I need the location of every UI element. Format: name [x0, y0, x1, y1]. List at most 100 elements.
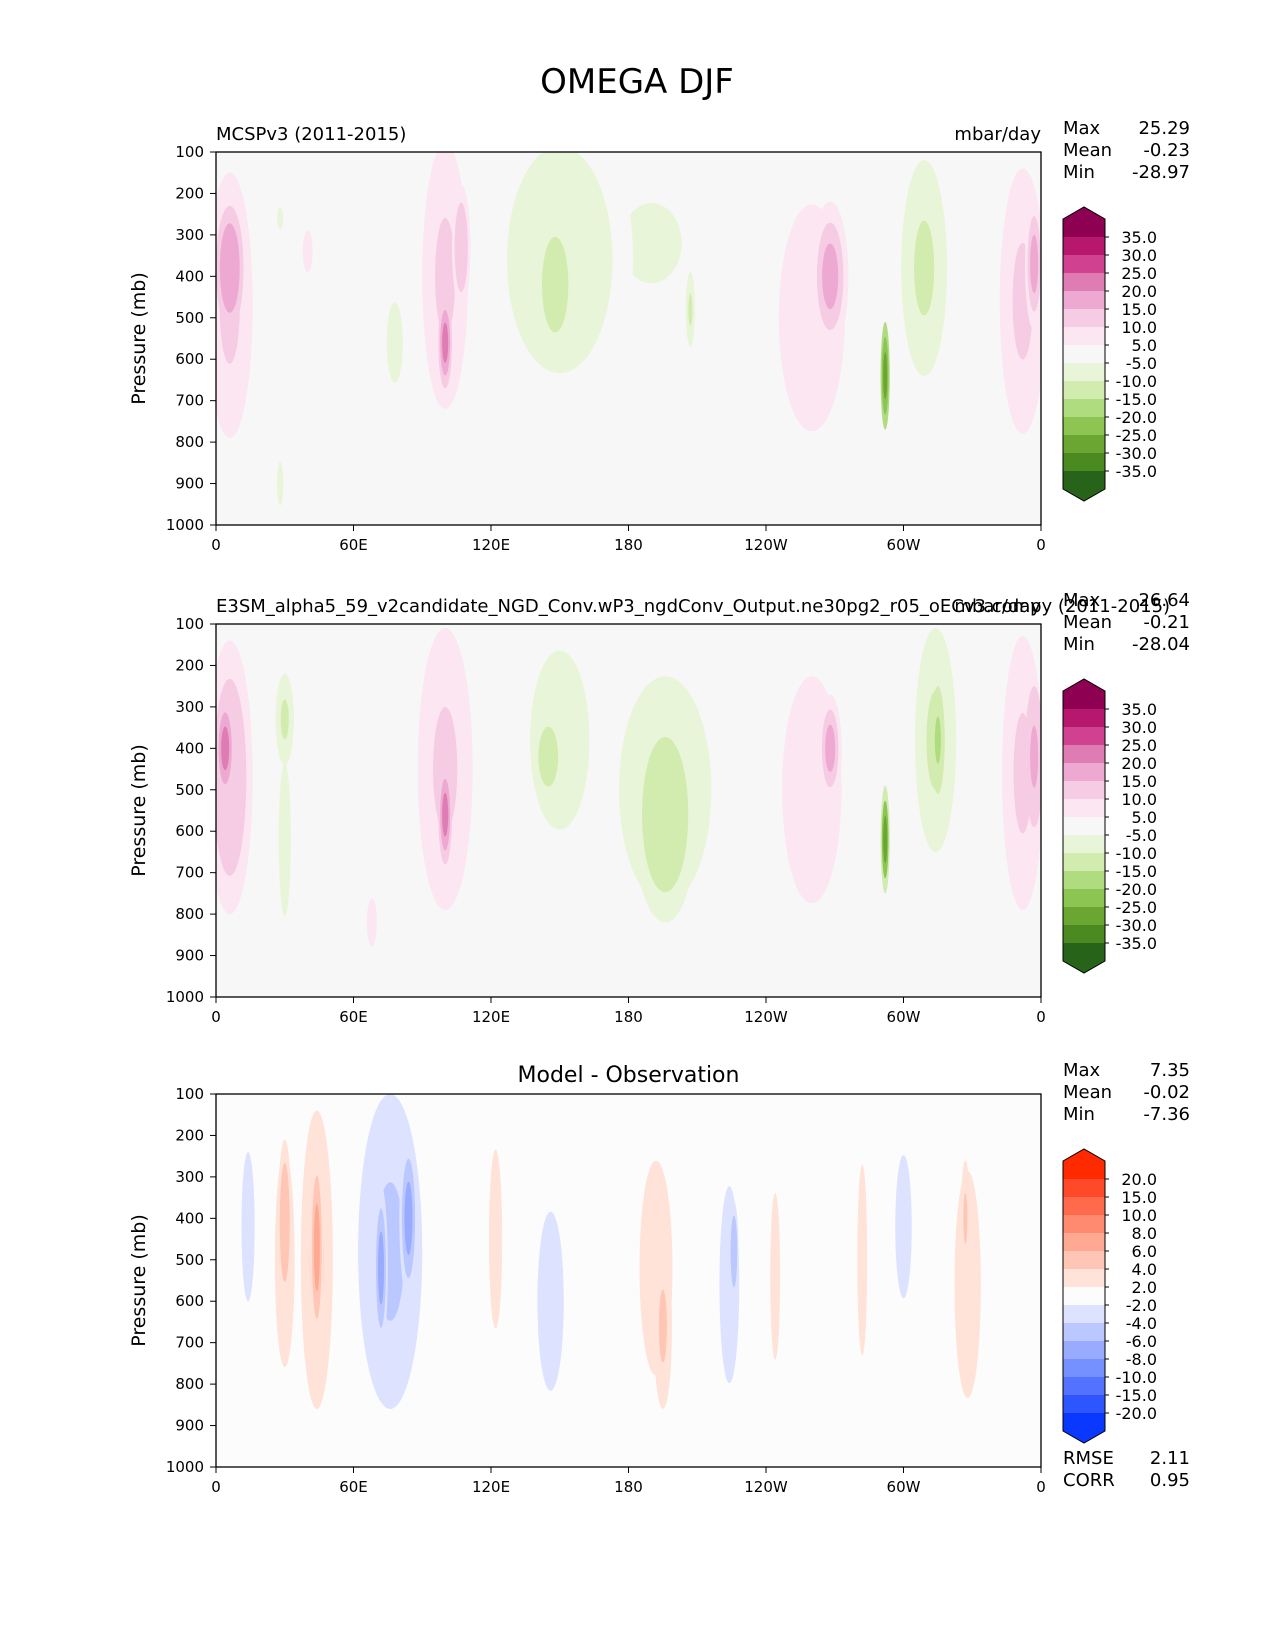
contour-blob: [658, 1289, 667, 1363]
colorbar-bin: [1063, 417, 1105, 436]
x-tick-label: 60E: [339, 1478, 368, 1496]
contour-blob: [281, 1186, 288, 1259]
colorbar-label: 35.0: [1121, 700, 1157, 719]
y-tick-label: 1000: [166, 516, 204, 534]
colorbar-extend-top: [1063, 1149, 1105, 1179]
colorbar-label: 4.0: [1132, 1260, 1157, 1279]
chart-panel-test: 100 200 300 400 500 600 700 800 900 1000 0 60E 120E 1…: [128, 118, 1190, 554]
colorbar-label: -10.0: [1116, 1368, 1157, 1387]
colorbar-outline: [1062, 678, 1106, 974]
stat-label: Max: [1063, 590, 1101, 611]
colorbar-bin: [1063, 363, 1105, 382]
colorbar-label: 15.0: [1121, 300, 1157, 319]
y-tick-label: 700: [175, 392, 204, 410]
colorbar-bin: [1063, 381, 1105, 400]
x-tick-label: 120E: [472, 1008, 510, 1026]
contour-blob: [934, 716, 941, 764]
stat-label: Mean: [1063, 1082, 1112, 1103]
contour-blob: [883, 815, 888, 864]
x-tick-label: 180: [614, 1478, 643, 1496]
colorbar-bin: [1063, 1395, 1105, 1414]
colorbar: 35.030.025.020.015.010.05.0-5.0-10.0-15.…: [1062, 678, 1157, 974]
colorbar-outline: [1062, 1148, 1106, 1444]
colorbar-label: 25.0: [1121, 736, 1157, 755]
contour-blob: [277, 461, 284, 506]
y-tick-label: 700: [175, 1334, 204, 1352]
contour-blob: [386, 302, 403, 383]
x-tick-label: 0: [211, 1478, 221, 1496]
colorbar-bin: [1063, 1269, 1105, 1288]
y-tick-label: 300: [175, 226, 204, 244]
stat-label: Mean: [1063, 140, 1112, 161]
colorbar-label: 35.0: [1121, 228, 1157, 247]
colorbar-label: 20.0: [1121, 754, 1157, 773]
contour-blob: [542, 738, 555, 775]
stats-block: Max 26.64 Mean -0.21 Min -28.04: [1063, 590, 1190, 655]
figure-title: OMEGA DJF: [540, 62, 734, 102]
colorbar-bin: [1063, 1287, 1105, 1306]
colorbar-label: 8.0: [1132, 1224, 1157, 1243]
colorbar-bin: [1063, 237, 1105, 256]
contour-blob: [772, 1225, 779, 1328]
colorbar-bin: [1063, 1359, 1105, 1378]
colorbar-outline: [1062, 206, 1106, 502]
contour-blob: [244, 1181, 253, 1273]
y-tick-label: 200: [175, 184, 204, 202]
x-tick-label: 60W: [887, 536, 921, 554]
stat-value: 26.64: [1138, 590, 1190, 611]
contour-blob: [883, 352, 888, 400]
colorbar-label: -30.0: [1116, 916, 1157, 935]
colorbar-bin: [1063, 1197, 1105, 1216]
center-title: Model - Observation: [518, 1063, 740, 1088]
y-tick-label: 600: [175, 1292, 204, 1310]
y-axis: 100 200 300 400 500 600 700 800 900 1000: [166, 615, 216, 1006]
colorbar-label: -6.0: [1126, 1332, 1157, 1351]
units-title: mbar/day: [954, 596, 1041, 617]
left-title: E3SM_alpha5_59_v2candidate_NGD_Conv.wP3_…: [216, 596, 1170, 617]
contour-blob: [442, 792, 449, 837]
colorbar-label: -8.0: [1126, 1350, 1157, 1369]
colorbar-bin: [1063, 907, 1105, 926]
colorbar-extend-bottom: [1063, 943, 1105, 973]
x-axis: 0 60E 120E 180 120W 60W 0: [211, 997, 1046, 1026]
stat-value: -0.21: [1143, 612, 1190, 633]
contour-blob: [491, 1184, 500, 1294]
colorbar-label: 25.0: [1121, 264, 1157, 283]
colorbar-label: -5.0: [1126, 826, 1157, 845]
contour-field: [216, 624, 1041, 997]
colorbar-label: 30.0: [1121, 718, 1157, 737]
y-tick-label: 100: [175, 615, 204, 633]
colorbar-bin: [1063, 889, 1105, 908]
contour-blob: [221, 726, 230, 771]
colorbar-bin: [1063, 399, 1105, 418]
colorbar-label: 15.0: [1121, 772, 1157, 791]
contour-blob: [277, 207, 284, 230]
stat-label: Mean: [1063, 612, 1112, 633]
contour-blob: [651, 767, 680, 863]
colorbar-label: -2.0: [1126, 1296, 1157, 1315]
contour-blob: [278, 762, 291, 917]
colorbar-bin: [1063, 835, 1105, 854]
colorbar-bin: [1063, 327, 1105, 346]
y-tick-label: 900: [175, 475, 204, 493]
colorbar-label: -5.0: [1126, 354, 1157, 373]
colorbar-label: -15.0: [1116, 1386, 1157, 1405]
x-tick-label: 120E: [472, 1478, 510, 1496]
colorbar-bin: [1063, 709, 1105, 728]
stat-value: 25.29: [1138, 118, 1190, 139]
contour-blob: [1030, 725, 1039, 788]
colorbar-label: 6.0: [1132, 1242, 1157, 1261]
colorbar-bin: [1063, 727, 1105, 746]
colorbar-label: -4.0: [1126, 1314, 1157, 1333]
contour-blob: [621, 203, 682, 284]
contour-blob: [368, 907, 375, 937]
y-tick-label: 900: [175, 947, 204, 965]
y-axis-label: Pressure (mb): [128, 272, 150, 405]
y-tick-label: 300: [175, 698, 204, 716]
y-tick-label: 600: [175, 822, 204, 840]
contour-blob: [914, 220, 935, 316]
contour-blob: [731, 1229, 736, 1274]
y-tick-label: 500: [175, 309, 204, 327]
x-tick-label: 0: [211, 1008, 221, 1026]
colorbar-bin: [1063, 1179, 1105, 1198]
